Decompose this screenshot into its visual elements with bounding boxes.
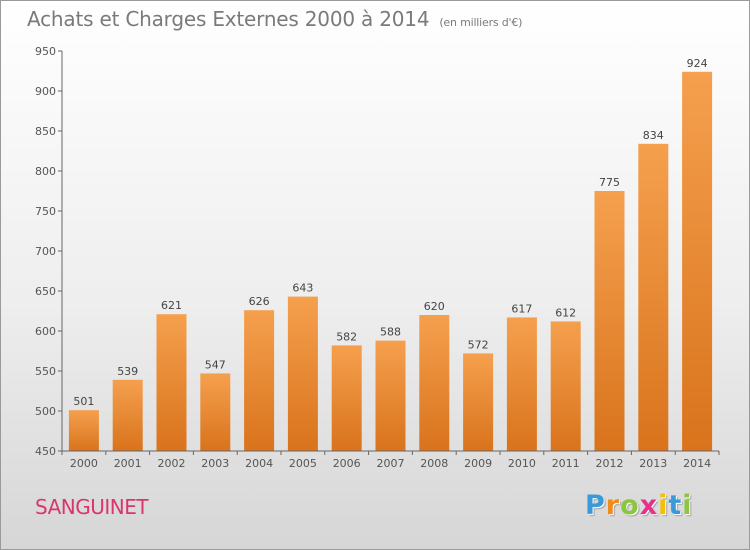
x-axis-ticks: 2000 2001 2002 2003 2004 2005 2006 2007 2008 2009… [61,451,720,470]
y-tick-label: 700 [35,245,56,258]
bar-2007 [375,340,406,451]
x-tick-label-2011: 2011 [552,457,580,470]
x-tick-label-2009: 2009 [464,457,492,470]
value-label-2009: 572 [468,338,489,351]
value-label-2011: 612 [555,306,576,319]
bar-2002 [156,314,187,451]
logo-letter: x [639,490,659,521]
value-label-2010: 617 [511,302,532,315]
y-tick-label: 500 [35,405,56,418]
x-tick-label-2014: 2014 [683,457,711,470]
value-label-2002: 621 [161,299,182,312]
value-label-2004: 626 [249,295,270,308]
y-tick-label: 550 [35,365,56,378]
value-label-2001: 539 [117,365,138,378]
value-label-2007: 588 [380,326,401,339]
x-tick-label-2001: 2001 [114,457,142,470]
logo-letter: P [585,490,606,521]
chart-title: Achats et Charges Externes 2000 à 2014 (e… [27,7,522,31]
logo-letter: i [682,490,693,521]
y-axis-ticks: 450 500 550 600 650 700 750 800 850 900 950 [35,45,62,458]
proxiti-logo: Proxiti [585,490,693,521]
x-tick-label-2006: 2006 [333,457,361,470]
chart-subtitle: (en milliers d'€) [439,16,523,29]
x-tick-label-2002: 2002 [158,457,186,470]
bar-2004 [244,310,275,451]
value-label-2000: 501 [73,395,94,408]
x-tick-label-2000: 2000 [70,457,98,470]
bar-2009 [463,353,494,451]
value-label-2013: 834 [643,129,664,142]
bar-2012 [594,191,625,451]
y-tick-label: 600 [35,325,56,338]
logo-letter: r [605,490,621,521]
bar-2000 [68,410,99,451]
value-label-2014: 924 [687,57,708,70]
logo-letter: i [658,490,669,521]
bar-2005 [287,296,318,451]
bar-2006 [331,345,362,451]
x-tick-label-2007: 2007 [377,457,405,470]
value-label-2008: 620 [424,300,445,313]
x-tick-label-2008: 2008 [420,457,448,470]
value-label-2006: 582 [336,330,357,343]
y-tick-label: 850 [35,125,56,138]
chart-title-text: Achats et Charges Externes 2000 à 2014 [27,7,430,31]
value-label-2005: 643 [292,282,313,295]
y-tick-label: 900 [35,85,56,98]
bar-2008 [419,315,450,451]
x-tick-label-2005: 2005 [289,457,317,470]
y-tick-label: 750 [35,205,56,218]
commune-name: SANGUINET [35,495,149,519]
value-label-2012: 775 [599,176,620,189]
y-tick-label: 950 [35,45,56,58]
bar-2013 [638,143,669,452]
x-tick-label-2004: 2004 [245,457,273,470]
y-tick-label: 800 [35,165,56,178]
bar-2010 [506,317,537,451]
x-tick-label-2010: 2010 [508,457,536,470]
bars: 501 539 621 547 626 643 582 588 620 572 617 612 775 8… [68,57,713,452]
x-tick-label-2013: 2013 [639,457,667,470]
value-label-2003: 547 [205,358,226,371]
bar-2011 [550,321,581,451]
logo-letter: o [620,490,640,521]
bar-2003 [200,373,231,451]
bar-2001 [112,379,143,451]
x-tick-label-2003: 2003 [201,457,229,470]
x-tick-label-2012: 2012 [596,457,624,470]
bar-2014 [682,71,713,452]
y-tick-label: 450 [35,445,56,458]
y-tick-label: 650 [35,285,56,298]
logo-letter: t [668,490,683,521]
